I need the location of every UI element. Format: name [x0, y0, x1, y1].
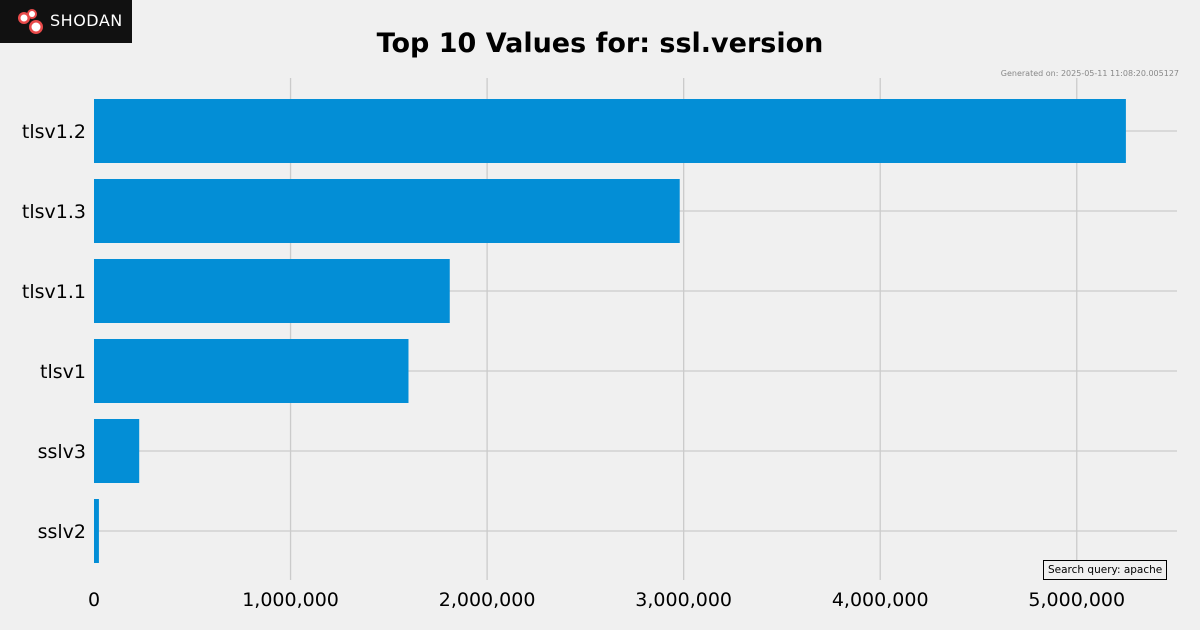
- y-tick-label: tlsv1.2: [22, 121, 86, 143]
- shodan-logo[interactable]: SHODAN: [0, 0, 132, 43]
- x-tick-label: 5,000,000: [1028, 589, 1125, 611]
- x-tick-label: 0: [88, 589, 100, 611]
- bar-tlsv1: [94, 339, 409, 403]
- generated-timestamp: Generated on: 2025-05-11 11:08:20.005127: [1000, 69, 1179, 78]
- shodan-logo-icon: [18, 9, 43, 34]
- y-tick-label: tlsv1: [40, 361, 86, 383]
- search-query-box: Search query: apache: [1043, 560, 1168, 580]
- x-tick-label: 3,000,000: [635, 589, 732, 611]
- logo-text: SHODAN: [50, 11, 123, 30]
- chart-title: Top 10 Values for: ssl.version: [376, 28, 824, 59]
- bar-tlsv1.2: [94, 99, 1126, 163]
- bar-sslv2: [94, 499, 99, 563]
- x-tick-label: 2,000,000: [439, 589, 536, 611]
- y-tick-label: sslv2: [38, 521, 86, 543]
- x-tick-label: 1,000,000: [242, 589, 339, 611]
- y-tick-label: sslv3: [38, 441, 86, 463]
- y-tick-label: tlsv1.1: [22, 281, 86, 303]
- y-tick-label: tlsv1.3: [22, 201, 86, 223]
- bar-sslv3: [94, 419, 140, 483]
- x-tick-label: 4,000,000: [832, 589, 929, 611]
- bar-tlsv1.3: [94, 179, 680, 243]
- bar-tlsv1.1: [94, 259, 450, 323]
